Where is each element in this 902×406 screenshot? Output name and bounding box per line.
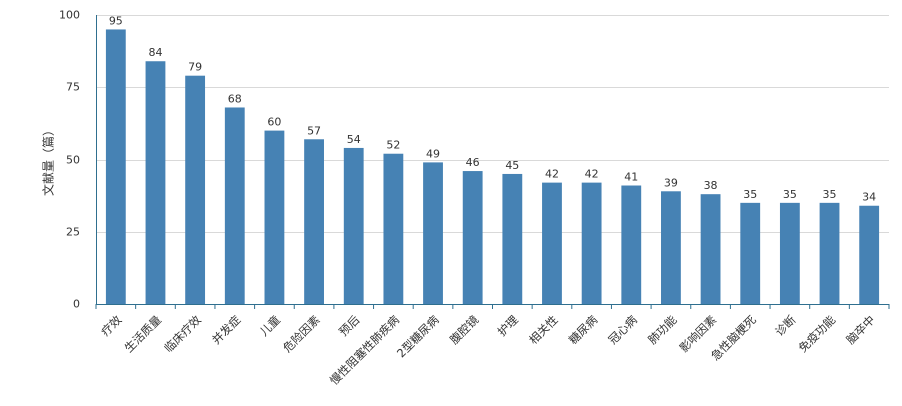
data-label: 35: [743, 188, 757, 201]
data-label: 79: [188, 61, 202, 74]
bar: [740, 202, 761, 304]
data-label: 35: [823, 188, 837, 201]
x-tick-label: 临床疗效: [161, 312, 204, 355]
x-tick-label: 护理: [495, 312, 522, 339]
data-label: 57: [307, 124, 321, 137]
x-tick-label: 诊断: [772, 312, 799, 339]
x-tick-label: 肺功能: [645, 312, 680, 347]
y-tick-label: 100: [59, 9, 80, 22]
bar: [581, 182, 602, 304]
bar: [819, 202, 840, 304]
x-tick-label: 儿童: [257, 313, 283, 339]
data-label: 84: [148, 46, 162, 59]
y-tick-label: 50: [66, 154, 80, 167]
x-tick-label: 腹腔镜: [447, 312, 482, 347]
bar-layer: 95 84 79 68 60 57 54 52 49 46 45 42 42 41 39 38 35 35 35 34: [105, 14, 880, 304]
bar: [383, 153, 404, 304]
bar: [185, 75, 206, 304]
x-tick-label: 2型糖尿病: [394, 312, 442, 360]
data-label: 45: [505, 159, 519, 172]
y-tick-label: 0: [73, 298, 80, 311]
bar: [502, 173, 523, 304]
bar: [224, 107, 245, 304]
data-label: 39: [664, 176, 678, 189]
bar: [859, 205, 880, 304]
data-label: 49: [426, 147, 440, 160]
x-tick-label: 糖尿病: [566, 312, 601, 347]
bar: [621, 185, 642, 304]
x-tick-label: 相关性: [526, 313, 560, 347]
x-tick-label: 生活质量: [122, 313, 164, 355]
bar: [105, 29, 126, 304]
data-label: 68: [228, 92, 242, 105]
bar: [462, 171, 483, 304]
data-label: 38: [704, 179, 718, 192]
y-tick-label: 75: [66, 81, 80, 94]
bar: [542, 182, 562, 304]
x-tick-label: 冠心病: [606, 312, 641, 347]
bar: [779, 202, 800, 304]
data-label: 46: [466, 156, 480, 169]
x-tick-label: 并发症: [209, 312, 244, 347]
x-tick-label: 慢性阻塞性肺疾病: [327, 312, 402, 387]
x-tick-label: 预后: [336, 313, 362, 339]
grid-layer: [96, 15, 889, 233]
bar: [145, 61, 166, 304]
data-label: 42: [545, 168, 559, 181]
data-label: 54: [347, 133, 361, 146]
x-tick-label: 免疫功能: [796, 312, 839, 355]
data-label: 95: [109, 14, 123, 27]
x-tick-label: 脑卒中: [843, 313, 877, 347]
bar: [343, 147, 364, 304]
y-axis-title: 文献量（篇）: [41, 124, 56, 196]
data-label: 34: [862, 191, 876, 204]
bar: [304, 139, 324, 304]
bar: [264, 130, 285, 304]
bar: [423, 162, 443, 304]
data-label: 35: [783, 188, 797, 201]
x-tick-label: 危险因素: [280, 313, 322, 355]
y-tick-label: 25: [66, 226, 80, 239]
x-tick-label: 疗效: [98, 312, 125, 339]
data-label: 52: [386, 139, 400, 152]
bar: [661, 191, 681, 304]
data-label: 60: [267, 116, 281, 129]
data-label: 42: [585, 168, 599, 181]
bar: [700, 194, 721, 304]
data-label: 41: [624, 171, 638, 184]
